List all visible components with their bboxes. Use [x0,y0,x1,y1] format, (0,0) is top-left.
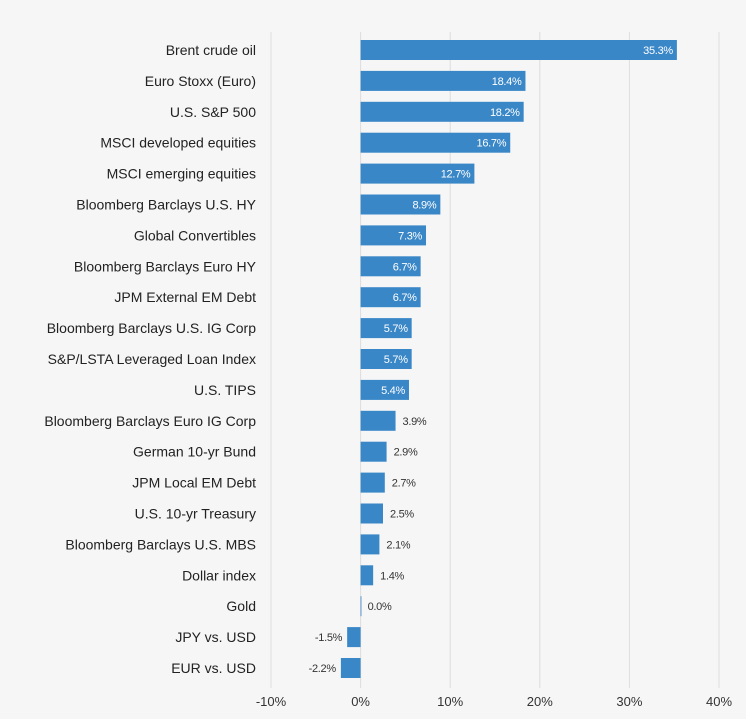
category-label: JPM External EM Debt [114,289,256,305]
value-label: 2.5% [390,509,414,521]
bar [360,225,427,246]
x-axis-ticks: -10% 0% 10% 20% 30% 40% [256,694,733,709]
value-label: -1.5% [315,632,343,644]
bar [360,534,380,555]
value-label: 7.3% [398,230,422,242]
value-label: 5.7% [384,323,408,335]
category-label: U.S. 10-yr Treasury [135,506,256,522]
bar [360,132,511,153]
x-tick-label: 30% [616,694,642,709]
value-label: 5.4% [381,385,405,397]
value-label: 2.7% [392,478,416,490]
gridlines [270,32,720,688]
category-label: MSCI developed equities [100,135,256,151]
value-label: 8.9% [412,200,436,212]
bar [360,349,412,369]
bar [360,40,677,60]
bar [360,379,409,400]
bars [340,40,677,678]
bar [347,627,361,648]
category-label: U.S. S&P 500 [170,104,256,120]
x-tick-label: 0% [351,694,370,709]
bar [360,472,385,493]
category-label: Bloomberg Barclays Euro HY [74,258,257,274]
value-label: 35.3% [643,45,673,57]
category-label: JPM Local EM Debt [132,475,256,491]
category-label: Dollar index [182,567,256,583]
bar [360,70,526,91]
value-label: -2.2% [309,663,337,675]
value-label: 1.4% [380,570,404,582]
value-label: 6.7% [393,261,417,273]
x-tick-label: 10% [437,694,463,709]
value-label: 18.2% [490,107,520,119]
bar [360,441,387,462]
x-tick-label: 40% [706,694,732,709]
category-label: Bloomberg Barclays U.S. MBS [65,536,256,552]
value-label: 5.7% [384,354,408,366]
category-labels: Brent crude oil Euro Stoxx (Euro) U.S. S&P… [44,42,256,676]
category-label: Global Convertibles [134,227,256,243]
x-tick-label: -10% [256,694,287,709]
category-label: Brent crude oil [166,42,256,58]
value-label: 2.9% [394,447,418,459]
bar [360,503,383,524]
bar [340,658,361,678]
x-tick-label: 20% [527,694,553,709]
bar [360,194,441,215]
category-label: MSCI emerging equities [107,166,256,182]
bar [360,565,374,586]
category-label: Euro Stoxx (Euro) [145,73,256,89]
category-label: Gold [226,598,256,614]
bar [360,410,396,431]
bar [360,318,412,339]
value-label: 16.7% [477,138,507,150]
category-label: German 10-yr Bund [133,444,256,460]
value-label: 0.0% [368,601,392,613]
category-label: EUR vs. USD [171,660,256,676]
category-label: JPY vs. USD [175,629,256,645]
value-label: 2.1% [386,539,410,551]
value-label: 18.4% [492,76,522,88]
value-label: 6.7% [393,292,417,304]
category-label: U.S. TIPS [194,382,256,398]
bar [360,287,421,308]
category-label: Bloomberg Barclays U.S. HY [76,197,256,213]
bar [360,596,362,617]
bar [360,256,421,277]
category-label: S&P/LSTA Leveraged Loan Index [48,351,256,367]
value-labels: 35.3% 18.4% 18.2% 16.7% 12.7% 8.9% 7.3% 6.7% 6.7… [309,45,674,675]
category-label: Bloomberg Barclays Euro IG Corp [44,413,256,429]
bar [360,101,524,122]
value-label: 3.9% [403,416,427,428]
category-label: Bloomberg Barclays U.S. IG Corp [47,320,257,336]
value-label: 12.7% [441,169,471,181]
bar [360,163,475,184]
